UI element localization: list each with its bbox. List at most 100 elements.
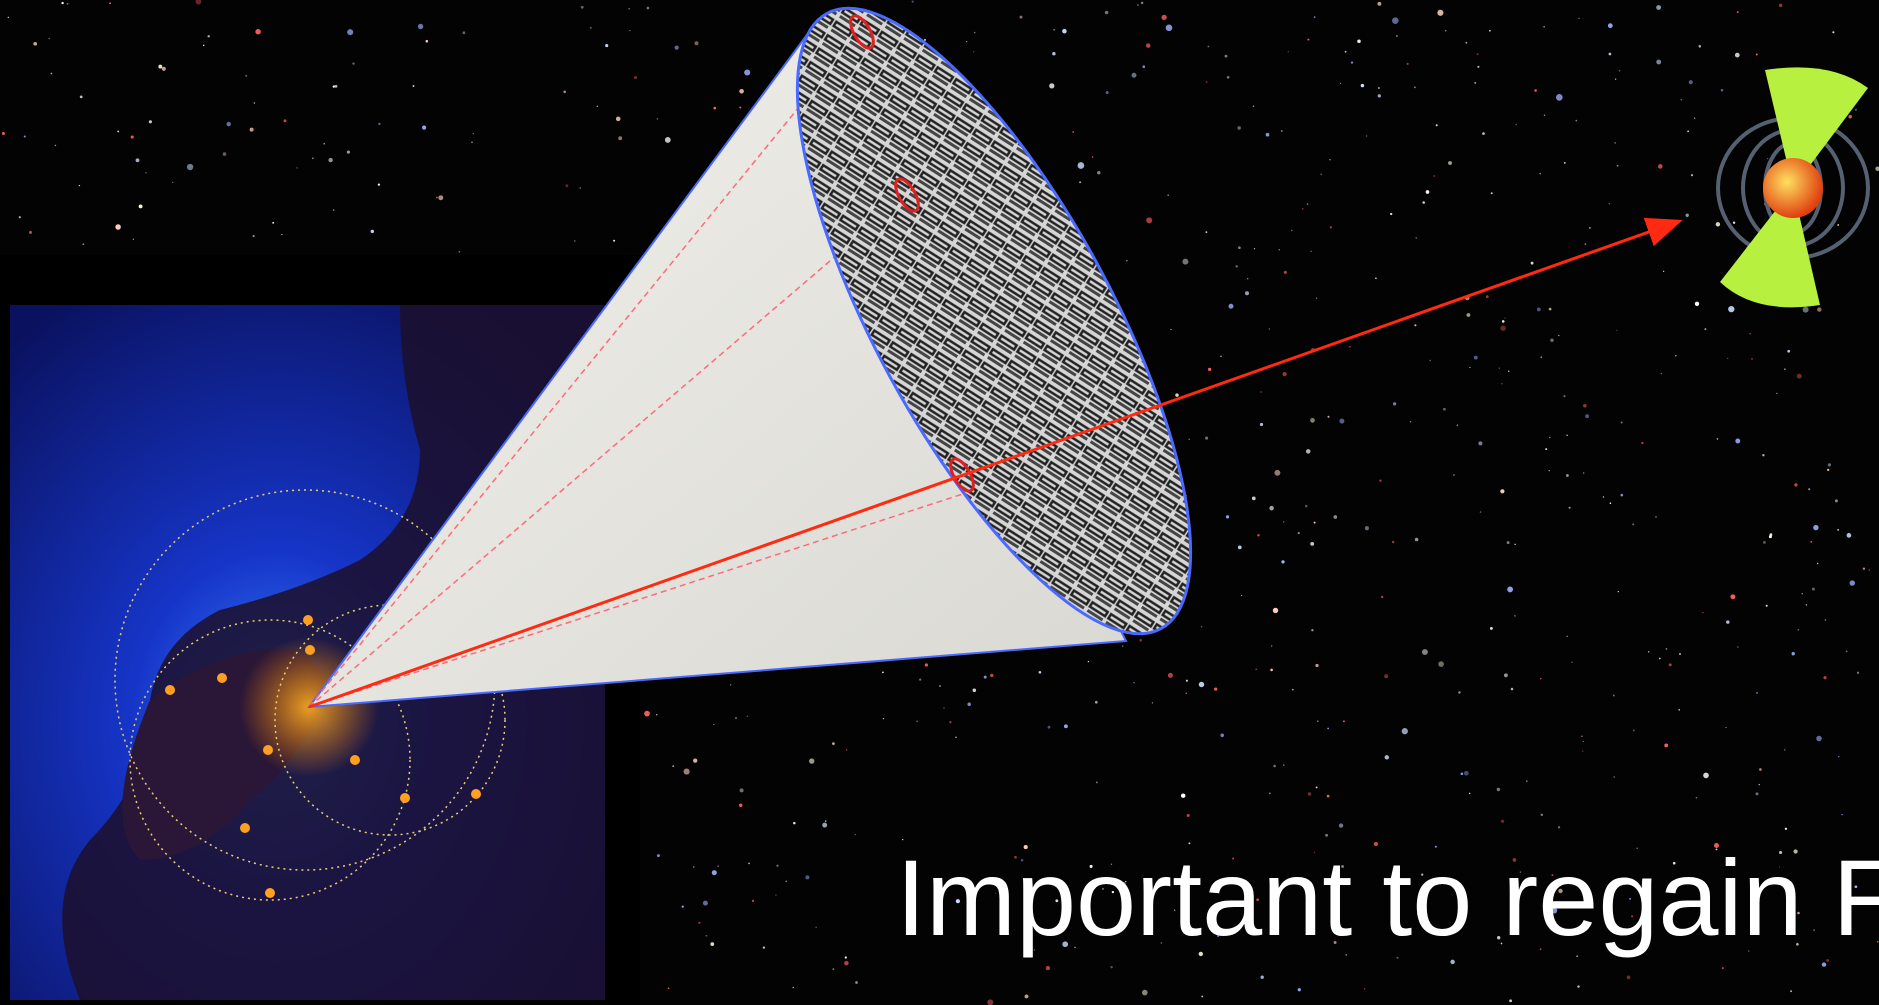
star	[1377, 1, 1382, 6]
star	[717, 865, 719, 867]
star	[186, 163, 194, 171]
star	[1656, 5, 1662, 10]
star	[613, 239, 616, 242]
star	[1313, 521, 1316, 524]
star	[377, 183, 381, 186]
star	[1796, 373, 1802, 379]
star	[1237, 126, 1241, 130]
star	[1228, 303, 1234, 309]
star	[972, 688, 977, 693]
star	[1396, 35, 1398, 37]
star	[1110, 965, 1113, 969]
star	[563, 90, 566, 94]
star	[683, 768, 690, 775]
star	[1837, 224, 1840, 226]
star	[1841, 813, 1843, 816]
star	[1175, 393, 1179, 397]
star	[1768, 535, 1772, 539]
star	[1765, 604, 1768, 607]
star	[1378, 87, 1380, 89]
star	[1310, 541, 1315, 546]
star	[1549, 436, 1551, 439]
star	[1265, 132, 1270, 137]
star	[1282, 371, 1287, 377]
star	[1617, 590, 1619, 593]
star	[1477, 65, 1480, 68]
star	[656, 854, 660, 858]
star	[815, 926, 817, 928]
star	[1460, 772, 1464, 776]
star	[1269, 792, 1271, 795]
star	[1305, 449, 1311, 454]
star	[1702, 611, 1704, 614]
star	[1414, 86, 1416, 89]
telescope-cone	[306, 6, 1193, 709]
star	[1688, 80, 1693, 85]
star	[805, 875, 810, 880]
star	[1607, 23, 1613, 29]
star	[1478, 441, 1483, 446]
star	[1055, 899, 1059, 903]
star	[1778, 3, 1783, 8]
star	[1291, 229, 1293, 232]
star	[148, 120, 152, 124]
star	[792, 986, 794, 989]
star	[667, 987, 670, 990]
star	[1141, 989, 1148, 996]
star	[710, 942, 715, 946]
star	[1736, 11, 1739, 14]
star	[1571, 661, 1573, 663]
star	[1824, 618, 1827, 621]
star	[1185, 679, 1188, 682]
star	[1585, 414, 1590, 419]
star	[1473, 355, 1478, 360]
star	[438, 195, 444, 201]
star	[1730, 594, 1736, 600]
star	[785, 880, 787, 883]
star	[1315, 786, 1318, 789]
star	[1539, 948, 1542, 951]
star	[943, 707, 945, 709]
star	[1823, 676, 1827, 680]
pulsar-icon	[1716, 67, 1870, 308]
star	[1794, 483, 1798, 487]
star	[1205, 436, 1209, 440]
star	[1641, 441, 1644, 445]
star	[1131, 72, 1137, 78]
star	[1721, 967, 1724, 970]
star	[1333, 941, 1337, 944]
star	[973, 31, 976, 34]
star	[61, 1, 64, 5]
star	[1225, 515, 1230, 519]
star	[1338, 823, 1344, 828]
star	[1759, 768, 1762, 771]
star	[1444, 29, 1447, 32]
star	[1827, 468, 1830, 472]
star	[1024, 994, 1029, 999]
star	[713, 723, 715, 726]
star	[1315, 297, 1318, 299]
star	[1063, 724, 1068, 729]
star	[1220, 733, 1224, 738]
star	[1727, 357, 1729, 360]
star	[1540, 356, 1542, 358]
star	[79, 95, 83, 99]
star	[1508, 370, 1510, 372]
star	[312, 157, 314, 160]
star	[1862, 567, 1866, 570]
star	[109, 2, 112, 5]
star	[1725, 726, 1727, 729]
star	[1174, 909, 1176, 911]
star	[1350, 61, 1354, 64]
star	[1778, 866, 1781, 868]
star	[1188, 842, 1191, 845]
star	[471, 141, 473, 143]
star	[702, 900, 708, 906]
star	[1414, 324, 1417, 327]
star	[1456, 424, 1459, 426]
star	[854, 833, 857, 836]
star	[1256, 898, 1259, 902]
star	[1180, 793, 1186, 798]
star	[1614, 78, 1617, 80]
star	[1245, 291, 1249, 296]
